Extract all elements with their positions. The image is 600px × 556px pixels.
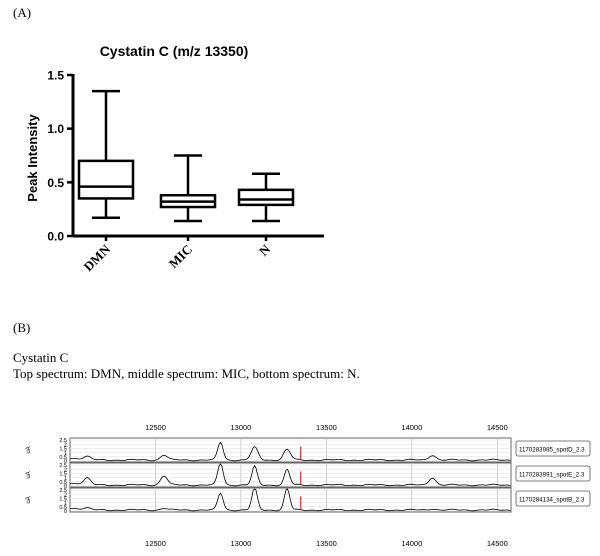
y-tick-label: 1 [64, 476, 67, 482]
y-tick-label: 0.5 [59, 505, 67, 511]
spectrum-panel: 00.511.522.5uA 1170283991_spotE_2.3 [26, 462, 591, 490]
spectrum-panel: 00.511.522.5uA 1170284134_spotB_2.3 [26, 487, 591, 515]
y-axis-label: uA [26, 496, 32, 503]
y-axis-label: uA [26, 471, 32, 478]
x-tick-label-top: 14000 [401, 423, 422, 432]
boxplot-chart: Cystatin C (m/z 13350) Peak Intensity 0.… [25, 43, 324, 274]
box-n [237, 188, 295, 207]
y-tick-label: 2 [64, 492, 67, 498]
spectrum-line [70, 488, 511, 512]
x-tick-label-bottom: 13500 [316, 539, 337, 548]
y-tick-label: 2 [64, 442, 67, 448]
y-tick-label: 0 [64, 484, 67, 490]
boxplot-y-label: Peak Intensity [25, 114, 40, 202]
series-label-box [515, 490, 591, 507]
series-label: 1170284134_spotB_2.3 [519, 497, 585, 504]
y-tick-label: 1.5 [59, 472, 67, 478]
y-tick-label: 2.5 [59, 488, 67, 494]
panel-b-label: (B) [13, 320, 31, 335]
spectrum-line [70, 441, 511, 462]
y-tick-label: 1 [64, 501, 67, 507]
series-label: 1170283991_spotE_2.3 [519, 472, 585, 479]
y-tick-label: 1.0 [47, 122, 64, 136]
x-tick-label: DMN [81, 241, 114, 274]
y-tick-label: 0.5 [59, 455, 67, 461]
x-tick-label: MIC [166, 242, 195, 271]
spectra-axes: 12500 12500 13000 13000 13500 13500 14000 14000… [145, 423, 508, 548]
box-dmn [77, 159, 135, 200]
y-tick-label: 0 [64, 459, 67, 465]
y-tick-label: 1 [64, 451, 67, 457]
x-tick-label-bottom: 13000 [231, 539, 252, 548]
y-tick-label: 0 [64, 509, 67, 515]
y-axis-label: uA [26, 446, 32, 453]
boxplot-title: Cystatin C (m/z 13350) [100, 43, 249, 59]
spectrum-frame [69, 437, 512, 463]
y-tick-label: 0.0 [47, 230, 64, 244]
x-tick-label-top: 14500 [487, 423, 508, 432]
series-label-box [515, 440, 591, 457]
series-label: 1170283985_spotD_2.3 [519, 447, 585, 454]
x-tick-label-top: 13500 [316, 423, 337, 432]
y-tick-label: 2.5 [59, 463, 67, 469]
x-tick-label-top: 13000 [231, 423, 252, 432]
y-tick-label: 0.5 [47, 176, 64, 190]
caption-description: Top spectrum: DMN, middle spectrum: MIC,… [13, 366, 360, 381]
spectrum-line [70, 463, 511, 487]
x-tick-label: N [256, 241, 274, 259]
y-tick-label: 1.5 [47, 69, 64, 83]
x-tick-label-bottom: 14000 [401, 539, 422, 548]
caption-title: Cystatin C [13, 350, 69, 365]
y-tick-label: 2.5 [59, 438, 67, 444]
y-tick-label: 1.5 [59, 447, 67, 453]
spectrum-frame [69, 462, 512, 488]
y-tick-label: 0.5 [59, 480, 67, 486]
y-tick-label: 1.5 [59, 497, 67, 503]
x-tick-label-top: 12500 [145, 423, 166, 432]
spectra-chart: 12500 12500 13000 13000 13500 13500 14000 14000… [26, 423, 591, 548]
boxplot-boxes [77, 89, 295, 223]
x-tick-label-bottom: 12500 [145, 539, 166, 548]
x-tick-label-bottom: 14500 [487, 539, 508, 548]
spectrum-panel: 00.511.522.5 uA 1170283985_spotD_2.3 [26, 437, 591, 465]
spectra-panels: 00.511.522.5uA 1170283985_spotD_2.300.511… [26, 437, 591, 515]
y-tick-label: 2 [64, 467, 67, 473]
series-label-box [515, 465, 591, 482]
panel-a-label: (A) [13, 5, 32, 20]
